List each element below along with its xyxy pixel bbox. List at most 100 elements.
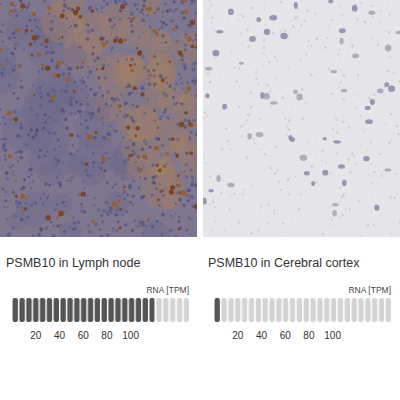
nucleus xyxy=(148,82,152,86)
neuropil xyxy=(387,5,388,6)
nucleus xyxy=(12,92,15,95)
nucleus xyxy=(1,40,4,43)
neuropil xyxy=(284,29,287,32)
nucleus xyxy=(77,135,79,137)
nucleus xyxy=(85,23,87,25)
nucleus xyxy=(48,13,50,15)
nucleus xyxy=(39,103,43,107)
neuropil xyxy=(242,193,244,195)
neuropil xyxy=(300,24,302,26)
neuropil xyxy=(307,45,309,47)
nucleus xyxy=(41,67,44,70)
nucleus xyxy=(1,138,4,141)
stained-cell xyxy=(178,50,183,55)
neuropil xyxy=(277,170,279,172)
nucleus xyxy=(170,215,172,217)
neuropil xyxy=(357,74,359,76)
neuropil xyxy=(337,53,339,55)
nucleus xyxy=(270,101,278,104)
neuropil xyxy=(380,10,382,12)
nucleus xyxy=(63,230,66,233)
nucleus xyxy=(62,177,64,179)
nucleus xyxy=(352,5,358,12)
neuropil xyxy=(399,23,400,24)
nucleus xyxy=(67,7,70,10)
nucleus xyxy=(47,130,49,132)
stained-cell xyxy=(154,55,156,57)
neuropil xyxy=(370,141,372,143)
nucleus xyxy=(4,158,7,161)
tissue-patch xyxy=(95,53,137,95)
neuropil xyxy=(251,86,252,87)
nucleus xyxy=(179,199,182,202)
nucleus xyxy=(176,40,179,43)
stained-cell xyxy=(154,120,156,122)
neuropil xyxy=(339,186,341,188)
neuropil xyxy=(246,119,248,121)
nucleus xyxy=(93,116,95,118)
neuropil xyxy=(306,10,309,13)
stained-cell xyxy=(137,51,142,56)
nucleus xyxy=(27,196,29,198)
nucleus xyxy=(168,85,171,88)
nucleus xyxy=(181,203,183,205)
neuropil xyxy=(341,196,344,199)
nucleus xyxy=(175,212,177,214)
stained-cell xyxy=(45,215,51,221)
neuropil xyxy=(275,78,277,80)
stained-cell xyxy=(184,111,187,114)
neuropil xyxy=(205,114,207,116)
nucleus xyxy=(116,114,118,116)
nucleus xyxy=(174,152,176,154)
neuropil xyxy=(383,171,384,172)
nucleus xyxy=(138,37,140,39)
nucleus xyxy=(26,25,29,28)
nucleus xyxy=(74,154,76,156)
neuropil xyxy=(257,83,259,85)
nucleus xyxy=(339,28,346,33)
nucleus xyxy=(13,47,16,50)
nucleus xyxy=(184,111,188,115)
nucleus xyxy=(352,54,359,59)
neuropil xyxy=(335,118,338,121)
neuropil xyxy=(342,121,344,123)
neuropil xyxy=(208,17,209,18)
nucleus xyxy=(81,161,84,164)
tissue-patch xyxy=(50,193,73,216)
nucleus xyxy=(180,76,182,78)
neuropil xyxy=(363,20,366,23)
nucleus xyxy=(172,10,175,13)
nucleus xyxy=(13,214,17,218)
nucleus xyxy=(181,58,184,61)
neuropil xyxy=(209,81,212,84)
neuropil xyxy=(263,162,264,163)
nucleus xyxy=(143,139,147,143)
nucleus xyxy=(74,113,76,115)
nucleus xyxy=(193,76,196,79)
nucleus xyxy=(117,150,119,152)
nucleus xyxy=(159,183,161,185)
nucleus xyxy=(163,165,166,168)
neuropil xyxy=(246,100,247,101)
nucleus xyxy=(123,0,126,2)
nucleus xyxy=(12,171,14,173)
nucleus xyxy=(23,178,26,181)
nucleus xyxy=(50,20,54,24)
stained-cell xyxy=(195,43,197,45)
nucleus xyxy=(126,146,129,149)
neuropil xyxy=(308,141,310,143)
nucleus xyxy=(132,142,136,146)
neuropil xyxy=(361,145,362,146)
nucleus xyxy=(80,123,82,125)
tissue-patch xyxy=(173,32,197,63)
neuropil xyxy=(290,108,292,110)
nucleus xyxy=(111,26,115,30)
neuropil xyxy=(328,24,330,26)
nucleus xyxy=(0,72,3,75)
nucleus xyxy=(146,14,148,16)
nucleus xyxy=(133,63,136,66)
nucleus xyxy=(62,9,65,12)
nucleus xyxy=(185,228,189,232)
neuropil xyxy=(300,59,302,61)
nucleus xyxy=(93,161,96,164)
